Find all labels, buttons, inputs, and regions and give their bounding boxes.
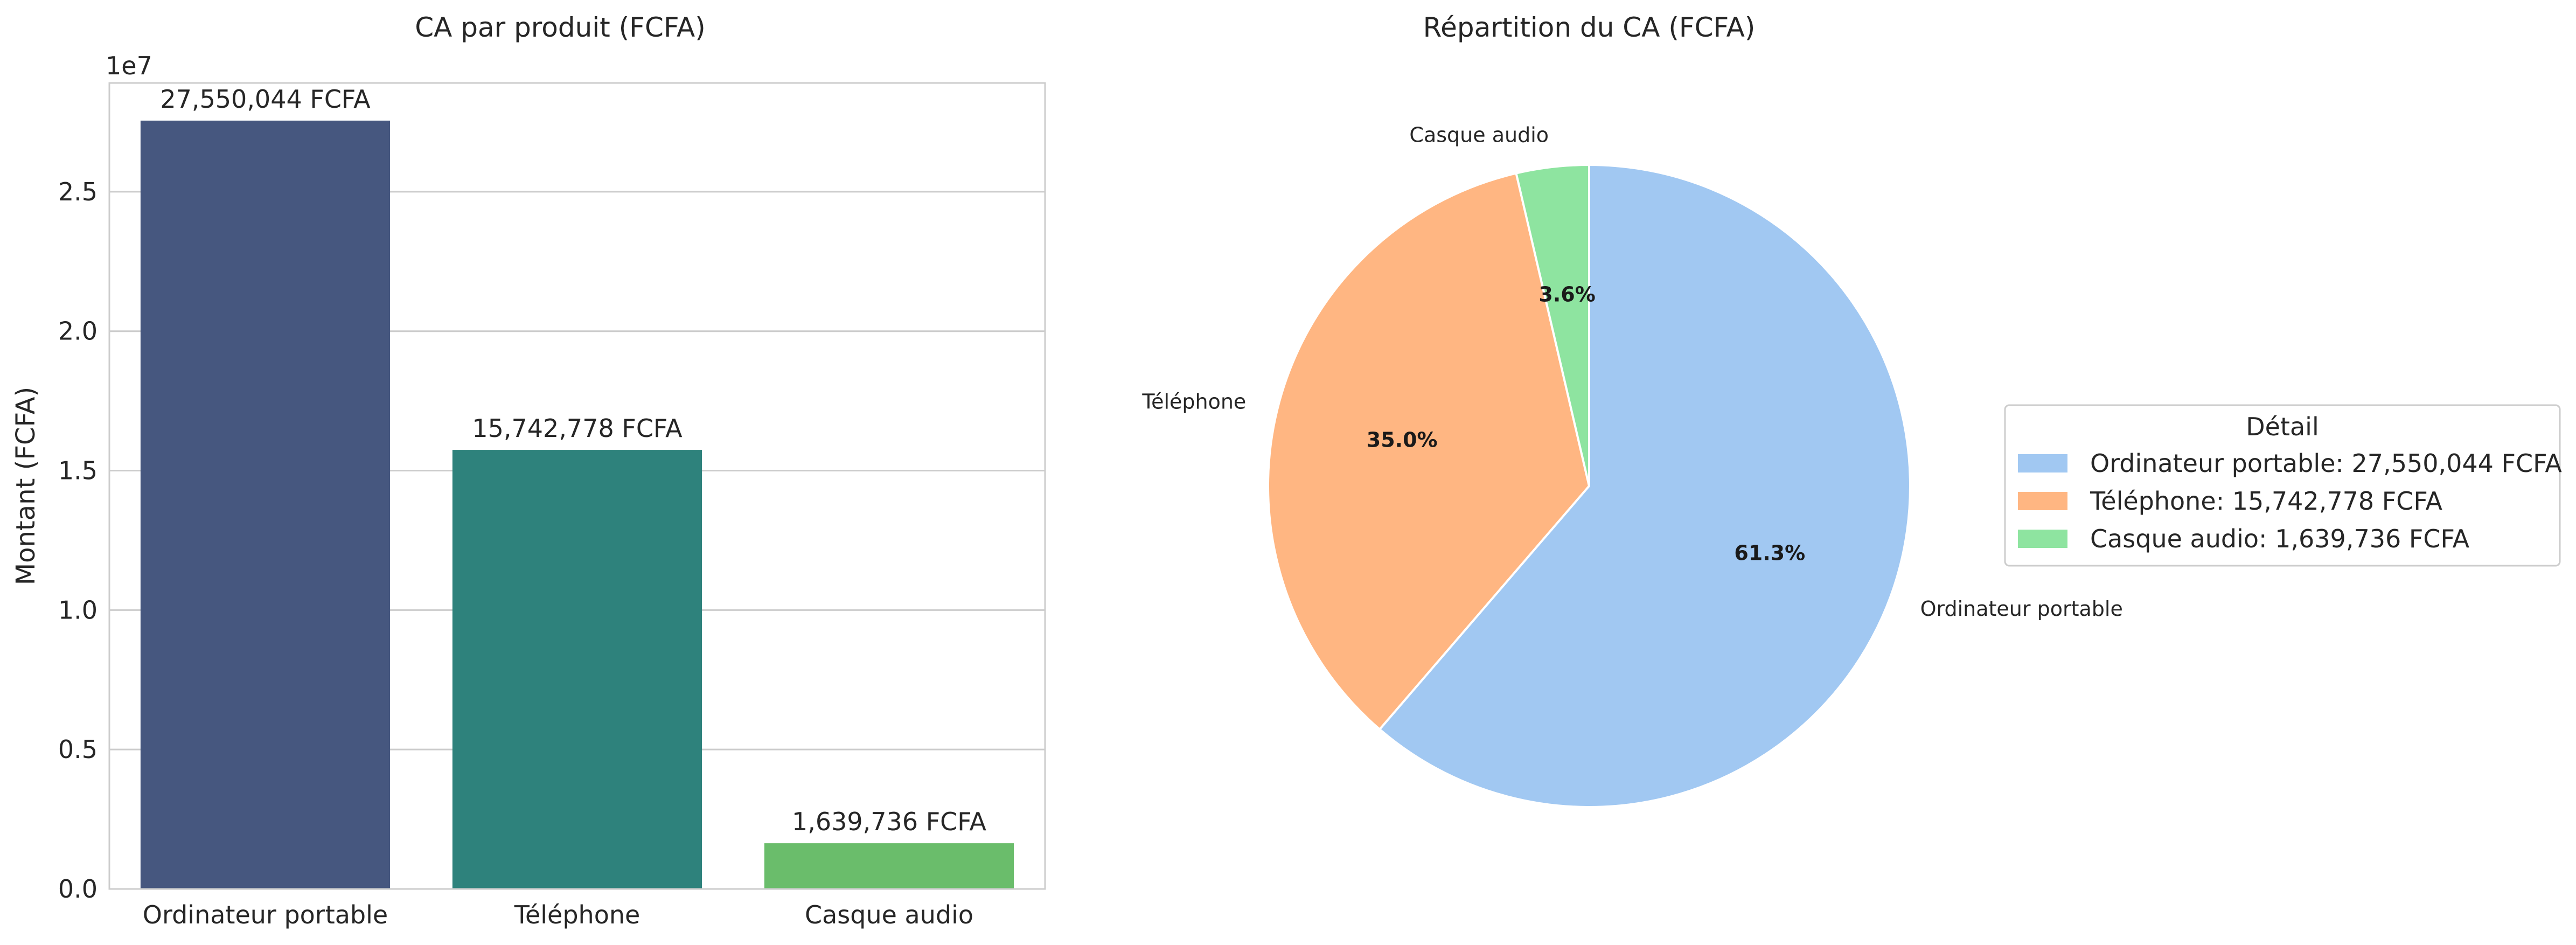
x-tick-label: Casque audio — [805, 900, 973, 929]
bar-plot-frame — [108, 82, 1046, 890]
pie-chart: Répartition du CA (FCFA) Ordinateur port… — [1141, 12, 2123, 808]
pie-percent-label: 3.6% — [1538, 283, 1595, 307]
pie-slice — [1378, 164, 1911, 808]
pie-slice-label: Casque audio — [1409, 123, 1549, 147]
pie-legend: Détail Ordinateur portable: 27,550,044 F… — [2004, 404, 2562, 567]
y-tick-label: 1.0 — [58, 595, 98, 624]
legend-title: Détail — [2246, 412, 2319, 441]
y-axis-label: Montant (FCFA) — [11, 387, 41, 586]
bar-x-ticks: Ordinateur portable Téléphone Casque audio — [143, 900, 973, 929]
y-tick-label: 0.0 — [58, 874, 98, 904]
legend-entry-label: Téléphone: 15,742,778 FCFA — [2090, 487, 2443, 516]
bar — [140, 120, 391, 889]
bar-y-ticks: 0.0 0.5 1.0 1.5 2.0 2.5 — [58, 177, 98, 904]
bar-value-label: 27,550,044 FCFA — [160, 85, 371, 114]
y-tick-label: 2.5 — [58, 177, 98, 206]
pie-chart-title: Répartition du CA (FCFA) — [1423, 12, 1756, 43]
y-tick-label: 2.0 — [58, 317, 98, 346]
pie-slice-label: Téléphone — [1141, 390, 1246, 414]
pie-slice — [1515, 164, 1590, 487]
legend-entries: Ordinateur portable: 27,550,044 FCFA Télé… — [2018, 449, 2562, 553]
legend-entry-label: Casque audio: 1,639,736 FCFA — [2090, 524, 2470, 553]
legend-frame — [2004, 404, 2561, 567]
legend-swatch — [2018, 530, 2067, 548]
pie-percent-label: 35.0% — [1367, 428, 1438, 452]
bar-bars — [140, 120, 1014, 889]
pie-percent-labels: 61.3% 35.0% 3.6% — [1367, 283, 1805, 565]
pie-slice — [1267, 172, 1590, 731]
legend-swatch — [2018, 454, 2067, 472]
x-tick-label: Ordinateur portable — [143, 900, 388, 929]
legend-swatch — [2018, 492, 2067, 510]
x-tick-label: Téléphone — [514, 900, 640, 929]
bar — [764, 843, 1014, 889]
y-tick-label: 1.5 — [58, 456, 98, 485]
y-tick-label: 0.5 — [58, 735, 98, 764]
pie-percent-label: 61.3% — [1734, 541, 1805, 565]
bar-chart-title: CA par produit (FCFA) — [415, 12, 706, 43]
bar-data-labels: 27,550,044 FCFA 15,742,778 FCFA 1,639,736 … — [160, 85, 986, 836]
bar-chart: CA par produit (FCFA) 0.0 0.5 1.0 1.5 2.0 2.5… — [11, 12, 1046, 929]
pie-labels: Ordinateur portable Téléphone Casque audio — [1141, 123, 2123, 621]
bar — [452, 450, 702, 889]
pie-slice-label: Ordinateur portable — [1920, 597, 2123, 621]
y-offset-text: 1e7 — [106, 51, 152, 80]
bar-value-label: 15,742,778 FCFA — [472, 414, 683, 443]
pie-slices — [1267, 164, 1911, 808]
bar-value-label: 1,639,736 FCFA — [792, 807, 987, 836]
legend-entry-label: Ordinateur portable: 27,550,044 FCFA — [2090, 449, 2562, 478]
